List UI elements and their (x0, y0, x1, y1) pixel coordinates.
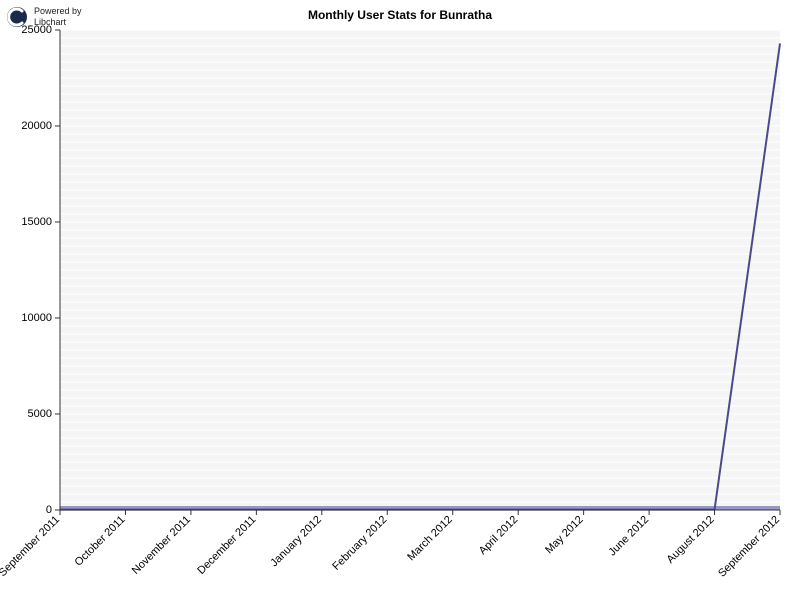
x-tick-label: March 2012 (405, 514, 455, 564)
chart-container: { "logo": { "powered_by": "Powered by", … (0, 0, 800, 600)
y-tick-label: 0 (46, 504, 52, 516)
y-tick-label: 25000 (21, 24, 52, 36)
x-tick-label: December 2011 (195, 514, 258, 577)
x-tick-label: September 2012 (716, 514, 782, 580)
x-tick-label: January 2012 (268, 514, 324, 570)
x-tick-label: February 2012 (330, 514, 389, 573)
x-tick-label: April 2012 (477, 514, 521, 558)
x-tick-label: October 2011 (73, 514, 128, 569)
y-tick-label: 20000 (21, 120, 52, 132)
y-tick-label: 5000 (28, 408, 52, 420)
x-tick-label: November 2011 (130, 514, 193, 577)
x-tick-label: September 2011 (0, 514, 62, 579)
x-tick-label: June 2012 (606, 514, 651, 559)
y-tick-label: 10000 (21, 312, 52, 324)
x-tick-label: May 2012 (543, 514, 586, 557)
chart-svg: 0 5000 10000 15000 20000 25000 September 2011O… (0, 0, 800, 600)
x-tick-label: August 2012 (664, 514, 716, 566)
y-tick-label: 15000 (21, 216, 52, 228)
